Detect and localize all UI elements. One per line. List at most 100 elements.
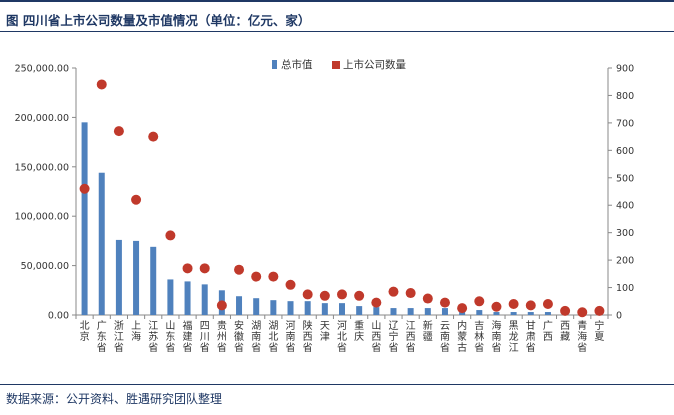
point-listed-company-count (354, 290, 365, 301)
point-listed-company-count (577, 307, 588, 318)
point-listed-company-count (96, 79, 107, 90)
legend-bar-swatch (272, 60, 277, 69)
point-listed-company-count (216, 300, 227, 311)
point-listed-company-count (337, 289, 347, 300)
x-tick-label: 河北省 (337, 320, 347, 354)
bar-total-market-value (98, 172, 105, 315)
point-listed-company-count (182, 263, 193, 274)
point-listed-company-count (319, 290, 330, 301)
left-tick-label: 0.00 (48, 311, 69, 322)
legend-bar-label: 总市值 (281, 58, 313, 71)
bar-total-market-value (544, 312, 551, 315)
x-tick-label: 陕西省 (303, 319, 313, 354)
top-rule (0, 0, 674, 2)
bar-total-market-value (373, 307, 380, 315)
point-listed-company-count (131, 194, 142, 205)
x-tick-label: 海南省 (491, 319, 501, 354)
x-tick-label: 内蒙古 (457, 319, 467, 354)
point-listed-company-count (371, 297, 382, 308)
point-listed-company-count (491, 301, 502, 312)
bar-total-market-value (236, 296, 243, 315)
right-tick-label: 100 (616, 283, 634, 294)
bar-total-market-value (253, 298, 260, 315)
point-listed-company-count (439, 297, 450, 308)
x-tick-label: 山西省 (371, 320, 381, 354)
point-listed-company-count (594, 305, 605, 316)
x-tick-label: 甘肃省 (526, 319, 536, 354)
left-tick-label: 100,000.00 (15, 212, 69, 223)
point-listed-company-count (474, 296, 485, 307)
bar-total-market-value (527, 312, 534, 315)
x-tick-label: 北京 (80, 320, 90, 343)
left-tick-label: 50,000.00 (21, 261, 69, 272)
bar-total-market-value (356, 306, 363, 315)
x-tick-label: 西藏 (560, 321, 570, 343)
bar-total-market-value (424, 308, 431, 315)
right-tick-label: 700 (616, 118, 634, 129)
x-tick-label: 湖北省 (268, 320, 278, 354)
x-tick-label: 贵州省 (217, 319, 227, 354)
x-tick-label: 安徽省 (234, 319, 244, 354)
chart-title: 图 四川省上市公司数量及市值情况（单位：亿元、家） (6, 13, 311, 28)
x-tick-label: 山东省 (165, 320, 175, 354)
right-tick-label: 400 (616, 201, 634, 212)
right-tick-label: 0 (616, 311, 622, 322)
right-tick-label: 200 (616, 256, 634, 267)
x-tick-label: 黑龙江 (509, 320, 519, 354)
point-listed-company-count (148, 131, 159, 142)
point-listed-company-count (113, 126, 124, 137)
bar-total-market-value (115, 239, 122, 315)
bar-total-market-value (167, 279, 174, 315)
x-tick-label: 河南省 (286, 320, 296, 354)
x-tick-label: 重庆 (354, 319, 364, 343)
right-tick-label: 600 (616, 146, 634, 157)
x-tick-label: 福建省 (183, 319, 193, 354)
x-tick-label: 天津 (320, 321, 330, 343)
x-tick-label: 四川省 (200, 321, 210, 354)
point-listed-company-count (388, 286, 399, 297)
point-listed-company-count (525, 300, 536, 311)
bar-total-market-value (133, 240, 140, 315)
right-tick-label: 500 (616, 173, 634, 184)
bar-total-market-value (441, 308, 448, 315)
bar-total-market-value (201, 284, 208, 315)
point-listed-company-count (199, 263, 210, 274)
bar-total-market-value (493, 312, 500, 315)
x-tick-label: 广东省 (97, 320, 107, 354)
bar-total-market-value (407, 308, 414, 315)
x-tick-label: 上海 (131, 320, 141, 343)
bar-total-market-value (339, 303, 345, 315)
x-tick-label: 宁夏 (594, 319, 604, 343)
bar-total-market-value (304, 301, 311, 315)
point-listed-company-count (251, 271, 262, 282)
bar-total-market-value (321, 303, 328, 315)
x-tick-label: 江苏省 (148, 320, 158, 354)
x-tick-label: 辽宁省 (388, 320, 398, 354)
bottom-rule (0, 384, 674, 385)
bar-total-market-value (150, 246, 157, 315)
x-tick-label: 广西 (543, 320, 553, 343)
right-tick-label: 300 (616, 228, 634, 239)
x-tick-label: 湖南省 (251, 320, 261, 354)
bar-total-market-value (270, 300, 277, 315)
point-listed-company-count (302, 289, 313, 300)
point-listed-company-count (165, 230, 176, 241)
point-listed-company-count (405, 288, 416, 299)
right-tick-label: 900 (616, 64, 634, 75)
point-listed-company-count (79, 183, 90, 194)
x-tick-label: 青海省 (577, 319, 587, 354)
left-tick-label: 150,000.00 (15, 162, 69, 173)
legend-point-label: 上市公司数量 (343, 58, 406, 71)
point-listed-company-count (422, 293, 433, 304)
bar-total-market-value (287, 301, 294, 315)
bar-total-market-value (510, 312, 517, 315)
x-tick-label: 新疆 (423, 319, 433, 343)
bar-total-market-value (81, 122, 88, 315)
left-tick-label: 200,000.00 (15, 113, 69, 124)
x-tick-label: 云南省 (440, 321, 450, 354)
bar-total-market-value (476, 310, 483, 315)
bar-total-market-value (184, 281, 191, 315)
point-listed-company-count (268, 271, 279, 282)
x-tick-label: 浙江省 (114, 320, 124, 354)
x-tick-label: 吉林省 (474, 320, 484, 354)
